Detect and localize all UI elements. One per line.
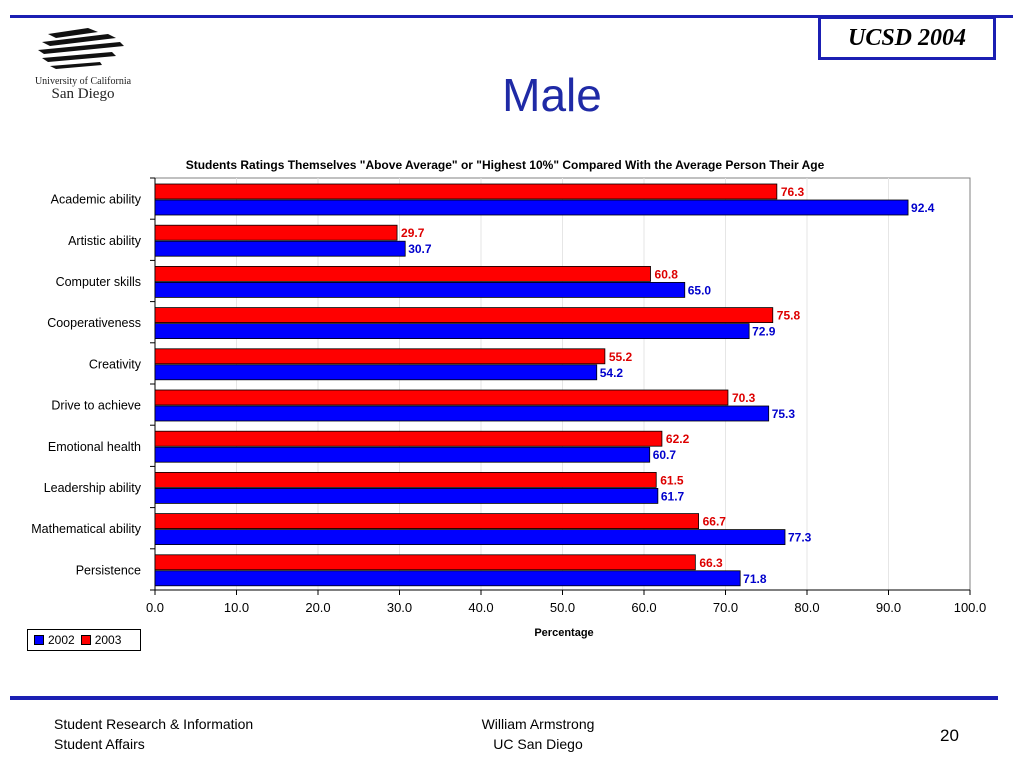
data-label-2003: 62.2 — [666, 432, 690, 446]
footer-mid-line2: UC San Diego — [493, 736, 583, 752]
logo-campus-text: San Diego — [51, 86, 115, 102]
category-label: Emotional health — [48, 440, 141, 454]
logo-university-text: University of California — [34, 76, 132, 87]
data-label-2003: 55.2 — [609, 350, 633, 364]
category-label: Creativity — [89, 357, 142, 371]
legend-label-2002: 2002 — [48, 633, 75, 647]
data-label-2003: 75.8 — [777, 309, 801, 323]
x-tick-label: 40.0 — [468, 600, 493, 615]
bar-2003 — [154, 266, 651, 282]
data-label-2002: 30.7 — [408, 242, 432, 256]
bar-2003 — [154, 471, 657, 488]
data-label-2002: 61.7 — [661, 489, 685, 503]
bar-2003 — [154, 430, 663, 447]
x-tick-label: 0.0 — [146, 600, 164, 615]
x-tick-label: 10.0 — [224, 600, 249, 615]
chart-title: Students Ratings Themselves "Above Avera… — [186, 158, 825, 172]
bar-2003 — [154, 183, 778, 200]
bar-2002 — [154, 240, 406, 257]
chart-legend: 2002 2003 — [27, 629, 141, 651]
data-label-2003: 29.7 — [401, 226, 425, 240]
category-label: Persistence — [76, 563, 141, 577]
data-label-2003: 60.8 — [655, 267, 679, 281]
data-label-2002: 60.7 — [653, 448, 677, 462]
bar-2002 — [154, 364, 598, 381]
category-label: Artistic ability — [68, 234, 142, 248]
x-axis-label: Percentage — [534, 627, 593, 639]
x-tick-label: 50.0 — [550, 600, 575, 615]
legend-item-2003: 2003 — [80, 633, 122, 647]
bottom-rule — [10, 696, 998, 700]
data-label-2003: 61.5 — [660, 473, 684, 487]
footer-left-line2: Student Affairs — [54, 736, 145, 752]
bar-2003 — [154, 389, 729, 406]
bar-2003 — [154, 348, 606, 365]
page-number: 20 — [940, 726, 959, 745]
legend-label-2003: 2003 — [94, 633, 122, 647]
category-label: Leadership ability — [44, 481, 142, 495]
data-label-2002: 65.0 — [688, 283, 712, 297]
legend-swatch-2002 — [34, 635, 44, 645]
category-label: Mathematical ability — [31, 522, 142, 536]
footer-middle: William Armstrong UC San Diego — [448, 714, 628, 754]
x-tick-label: 90.0 — [876, 600, 901, 615]
top-rule — [10, 15, 1013, 18]
data-label-2002: 71.8 — [743, 572, 767, 586]
x-tick-label: 20.0 — [305, 600, 330, 615]
footer-mid-line1: William Armstrong — [481, 716, 595, 732]
ucsd-logo-icon — [38, 28, 124, 69]
x-tick-label: 30.0 — [387, 600, 412, 615]
footer-left-line1: Student Research & Information — [54, 716, 254, 732]
data-label-2003: 76.3 — [781, 185, 805, 199]
data-label-2003: 70.3 — [732, 391, 756, 405]
bar-2002 — [154, 446, 651, 463]
ucsd-brand-box: UCSD 2004 — [818, 16, 996, 60]
x-tick-label: 100.0 — [954, 600, 987, 615]
data-label-2002: 75.3 — [772, 407, 796, 421]
data-label-2003: 66.7 — [703, 515, 727, 529]
category-label: Drive to achieve — [51, 399, 141, 413]
category-label: Cooperativeness — [47, 316, 141, 330]
category-label: Computer skills — [56, 275, 141, 289]
bar-2003 — [154, 224, 398, 241]
data-label-2002: 54.2 — [600, 366, 624, 380]
bar-2003 — [154, 513, 700, 530]
data-label-2002: 77.3 — [788, 531, 812, 545]
legend-swatch-2003 — [80, 635, 91, 645]
x-tick-label: 80.0 — [794, 600, 819, 615]
data-label-2002: 92.4 — [911, 201, 935, 215]
bar-2003 — [154, 307, 774, 324]
ucsd-brand-text: UCSD 2004 — [847, 24, 967, 51]
bar-chart: Students Ratings Themselves "Above Avera… — [31, 158, 987, 639]
slide-title: Male — [502, 69, 602, 121]
x-tick-label: 60.0 — [631, 600, 656, 615]
bar-2002 — [154, 281, 686, 298]
footer-left: Student Research & Information Student A… — [54, 714, 253, 754]
bar-2002 — [154, 487, 659, 504]
legend-item-2002: 2002 — [34, 633, 75, 647]
x-tick-label: 70.0 — [713, 600, 738, 615]
bar-2002 — [154, 570, 741, 587]
university-logo: University of California San Diego — [28, 26, 138, 102]
category-label: Academic ability — [51, 193, 142, 207]
bar-2002 — [154, 199, 909, 216]
bar-2002 — [154, 405, 770, 422]
data-label-2003: 66.3 — [699, 556, 723, 570]
data-label-2002: 72.9 — [752, 325, 776, 339]
bar-2003 — [154, 554, 696, 571]
bar-2002 — [154, 529, 786, 546]
bar-2002 — [154, 323, 750, 340]
